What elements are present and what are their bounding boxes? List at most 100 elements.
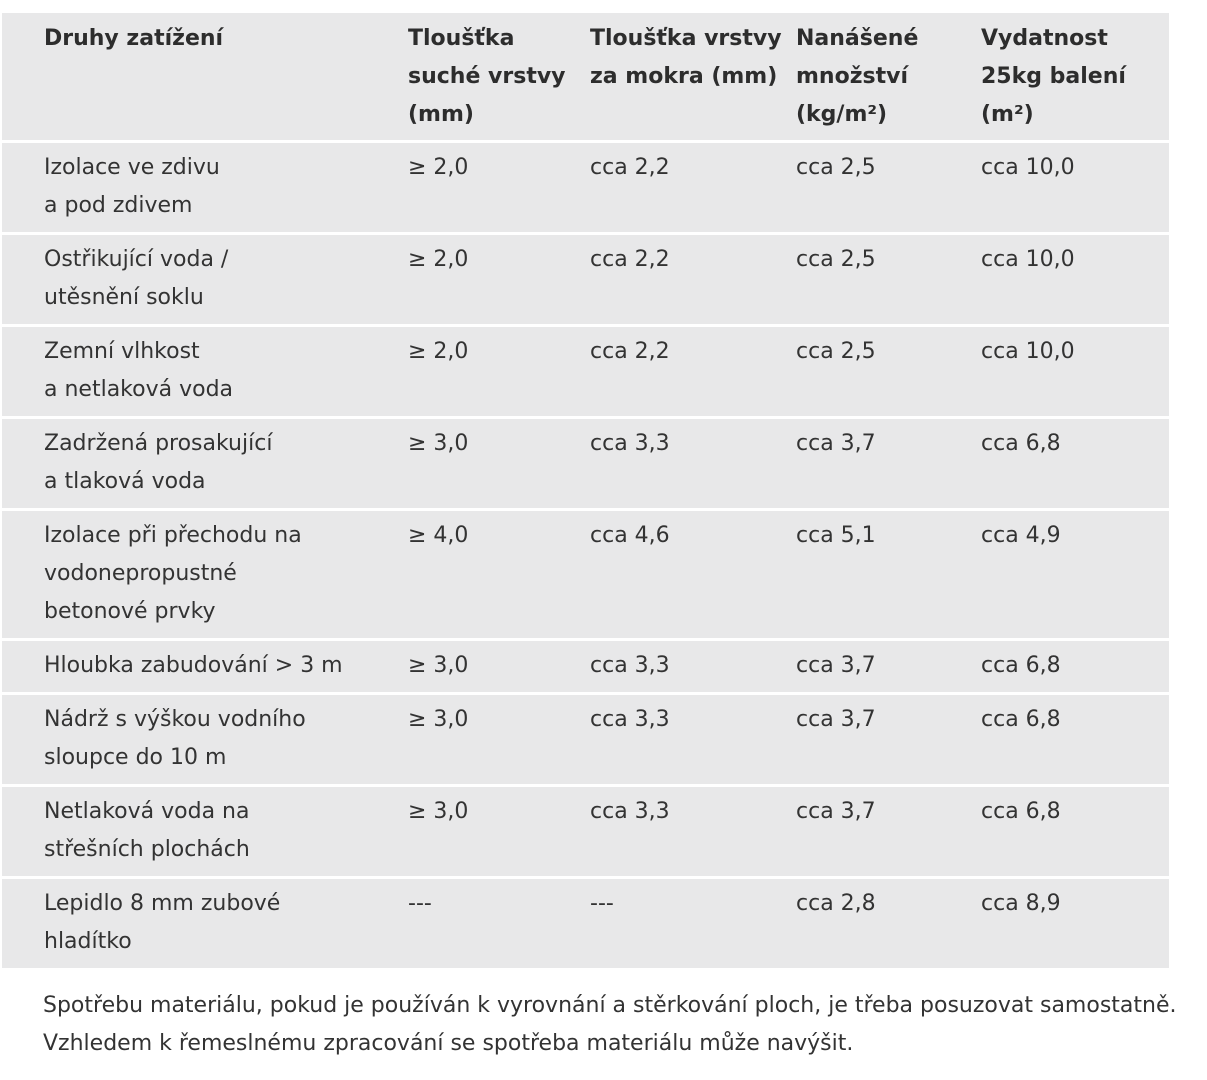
applied-amount-cell: cca 3,7 xyxy=(794,419,979,511)
header-label: Druhy zatížení xyxy=(44,26,224,51)
load-type-cell: Nádrž s výškou vodního sloupce do 10 m xyxy=(2,695,406,787)
applied-amount-cell: cca 2,5 xyxy=(794,327,979,419)
cell-value: ≥ 3,0 xyxy=(408,707,469,732)
cell-value: cca 3,3 xyxy=(590,431,670,456)
header-yield: Vydatnost 25kg balení (m²) xyxy=(979,13,1169,143)
table-body: Izolace ve zdivu a pod zdivem ≥ 2,0 cca 2,… xyxy=(2,143,1169,968)
table-row: Nádrž s výškou vodního sloupce do 10 m ≥ … xyxy=(2,695,1169,787)
cell-value: cca 2,5 xyxy=(796,247,876,272)
header-wet-thickness: Tloušťka vrstvy za mokra (mm) xyxy=(588,13,794,143)
cell-value: ≥ 3,0 xyxy=(408,653,469,678)
cell-value: Ostřikující voda / utěsnění soklu xyxy=(44,247,229,310)
load-type-cell: Ostřikující voda / utěsnění soklu xyxy=(2,235,406,327)
yield-cell: cca 10,0 xyxy=(979,327,1169,419)
wet-thickness-cell: cca 2,2 xyxy=(588,327,794,419)
yield-cell: cca 8,9 xyxy=(979,879,1169,968)
yield-cell: cca 6,8 xyxy=(979,695,1169,787)
cell-value: cca 6,8 xyxy=(981,707,1061,732)
header-label: Nanášené množství (kg/m²) xyxy=(796,26,919,127)
cell-value: cca 3,3 xyxy=(590,653,670,678)
dry-thickness-cell: ≥ 2,0 xyxy=(406,235,588,327)
wet-thickness-cell: cca 3,3 xyxy=(588,695,794,787)
cell-value: Zemní vlhkost a netlaková voda xyxy=(44,339,234,402)
cell-value: cca 2,2 xyxy=(590,247,670,272)
cell-value: cca 2,2 xyxy=(590,155,670,180)
wet-thickness-cell: --- xyxy=(588,879,794,968)
cell-value: cca 6,8 xyxy=(981,431,1061,456)
cell-value: Zadržená prosakující a tlaková voda xyxy=(44,431,273,494)
wet-thickness-cell: cca 2,2 xyxy=(588,143,794,235)
load-type-cell: Izolace při přechodu na vodonepropustné … xyxy=(2,511,406,641)
applied-amount-cell: cca 2,5 xyxy=(794,235,979,327)
wet-thickness-cell: cca 4,6 xyxy=(588,511,794,641)
dry-thickness-cell: ≥ 3,0 xyxy=(406,641,588,695)
cell-value: cca 4,6 xyxy=(590,523,670,548)
table-header: Druhy zatížení Tloušťka suché vrstvy (mm… xyxy=(2,13,1169,143)
applied-amount-cell: cca 2,5 xyxy=(794,143,979,235)
cell-value: Nádrž s výškou vodního sloupce do 10 m xyxy=(44,707,306,770)
table-row: Netlaková voda na střešních plochách ≥ 3,… xyxy=(2,787,1169,879)
cell-value: cca 2,5 xyxy=(796,155,876,180)
cell-value: Lepidlo 8 mm zubové hladítko xyxy=(44,891,281,954)
cell-value: cca 3,3 xyxy=(590,707,670,732)
cell-value: cca 2,8 xyxy=(796,891,876,916)
cell-value: cca 3,7 xyxy=(796,653,876,678)
cell-value: ≥ 3,0 xyxy=(408,431,469,456)
cell-value: cca 5,1 xyxy=(796,523,876,548)
table-row: Zadržená prosakující a tlaková voda ≥ 3,0… xyxy=(2,419,1169,511)
cell-value: cca 6,8 xyxy=(981,653,1061,678)
applied-amount-cell: cca 3,7 xyxy=(794,787,979,879)
wet-thickness-cell: cca 3,3 xyxy=(588,787,794,879)
header-applied-amount: Nanášené množství (kg/m²) xyxy=(794,13,979,143)
table-row: Izolace při přechodu na vodonepropustné … xyxy=(2,511,1169,641)
yield-cell: cca 4,9 xyxy=(979,511,1169,641)
cell-value: Izolace ve zdivu a pod zdivem xyxy=(44,155,220,218)
applied-amount-cell: cca 5,1 xyxy=(794,511,979,641)
cell-value: cca 2,5 xyxy=(796,339,876,364)
cell-value: ≥ 2,0 xyxy=(408,155,469,180)
applied-amount-cell: cca 3,7 xyxy=(794,695,979,787)
load-type-cell: Lepidlo 8 mm zubové hladítko xyxy=(2,879,406,968)
cell-value: ≥ 2,0 xyxy=(408,339,469,364)
dry-thickness-cell: ≥ 4,0 xyxy=(406,511,588,641)
table-row: Hloubka zabudování > 3 m ≥ 3,0 cca 3,3 cca … xyxy=(2,641,1169,695)
cell-value: cca 6,8 xyxy=(981,799,1061,824)
yield-cell: cca 6,8 xyxy=(979,419,1169,511)
wet-thickness-cell: cca 2,2 xyxy=(588,235,794,327)
consumption-note: Spotřebu materiálu, pokud je používán k … xyxy=(43,993,1177,1056)
yield-cell: cca 6,8 xyxy=(979,641,1169,695)
table-row: Zemní vlhkost a netlaková voda ≥ 2,0 cca 2… xyxy=(2,327,1169,419)
cell-value: cca 3,7 xyxy=(796,799,876,824)
cell-value: Netlaková voda na střešních plochách xyxy=(44,799,250,862)
header-row: Druhy zatížení Tloušťka suché vrstvy (mm… xyxy=(2,13,1169,143)
cell-value: cca 3,7 xyxy=(796,707,876,732)
table-row: Lepidlo 8 mm zubové hladítko --- --- cca 2,… xyxy=(2,879,1169,968)
cell-value: cca 10,0 xyxy=(981,339,1075,364)
cell-value: ≥ 4,0 xyxy=(408,523,469,548)
cell-value: cca 10,0 xyxy=(981,155,1075,180)
cell-value: --- xyxy=(408,891,432,916)
cell-value: cca 10,0 xyxy=(981,247,1075,272)
yield-cell: cca 10,0 xyxy=(979,143,1169,235)
header-label: Vydatnost 25kg balení (m²) xyxy=(981,26,1126,127)
cell-value: cca 4,9 xyxy=(981,523,1061,548)
header-load-type: Druhy zatížení xyxy=(2,13,406,143)
load-type-cell: Hloubka zabudování > 3 m xyxy=(2,641,406,695)
table-row: Izolace ve zdivu a pod zdivem ≥ 2,0 cca 2,… xyxy=(2,143,1169,235)
load-type-cell: Zemní vlhkost a netlaková voda xyxy=(2,327,406,419)
cell-value: cca 2,2 xyxy=(590,339,670,364)
wet-thickness-cell: cca 3,3 xyxy=(588,419,794,511)
yield-cell: cca 10,0 xyxy=(979,235,1169,327)
cell-value: ≥ 3,0 xyxy=(408,799,469,824)
cell-value: --- xyxy=(590,891,614,916)
cell-value: cca 8,9 xyxy=(981,891,1061,916)
table-row: Ostřikující voda / utěsnění soklu ≥ 2,0 cc… xyxy=(2,235,1169,327)
cell-value: Hloubka zabudování > 3 m xyxy=(44,653,343,678)
header-dry-thickness: Tloušťka suché vrstvy (mm) xyxy=(406,13,588,143)
dry-thickness-cell: ≥ 3,0 xyxy=(406,695,588,787)
header-label: Tloušťka vrstvy za mokra (mm) xyxy=(590,26,782,89)
cell-value: ≥ 2,0 xyxy=(408,247,469,272)
load-type-cell: Zadržená prosakující a tlaková voda xyxy=(2,419,406,511)
applied-amount-cell: cca 2,8 xyxy=(794,879,979,968)
